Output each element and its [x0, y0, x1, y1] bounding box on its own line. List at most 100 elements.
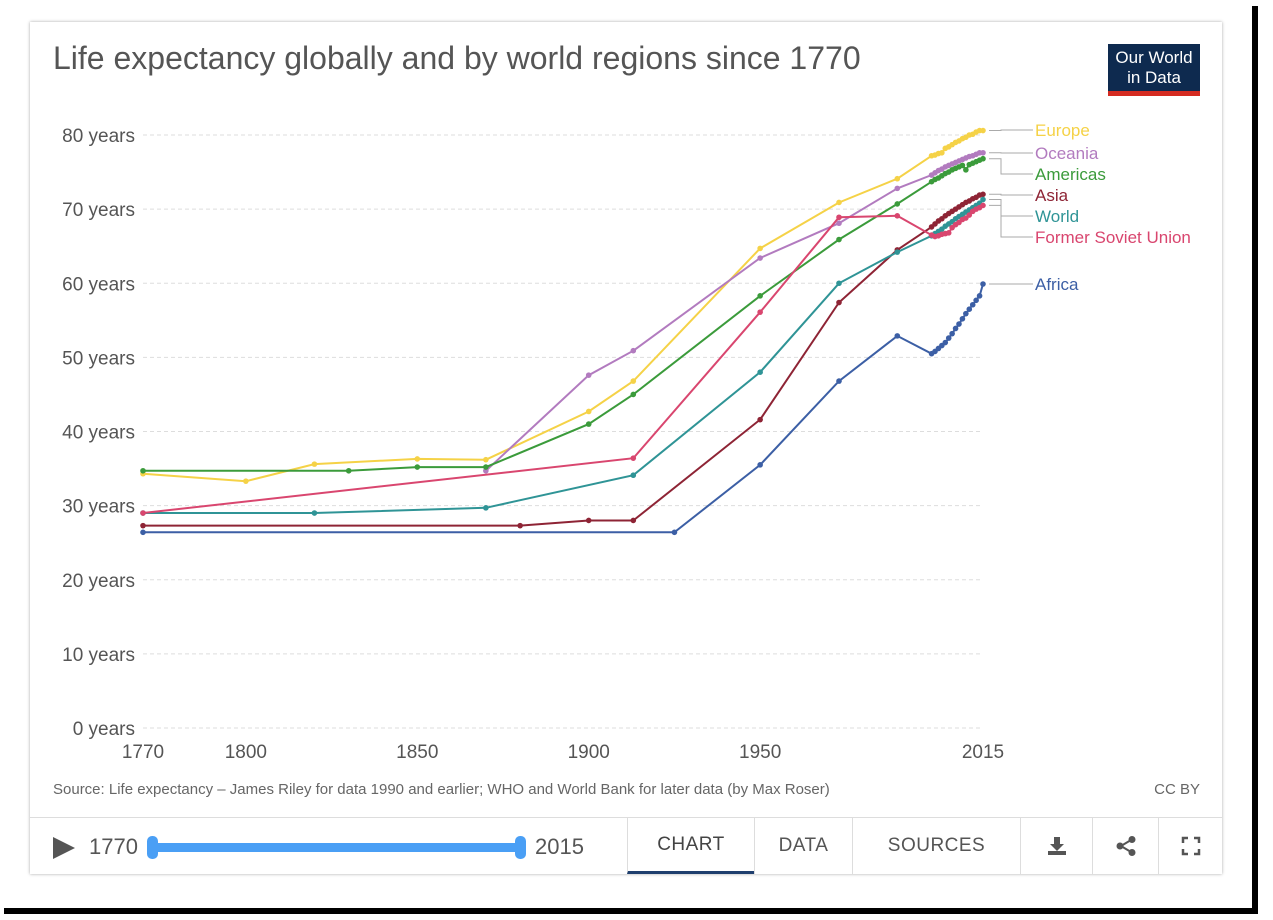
data-point[interactable] [630, 455, 637, 461]
data-point[interactable] [894, 175, 901, 182]
data-point[interactable] [949, 330, 955, 337]
legend-label[interactable]: World [1035, 207, 1079, 226]
tab-data[interactable]: DATA [754, 818, 852, 874]
fullscreen-button[interactable] [1158, 818, 1222, 874]
data-point[interactable] [757, 369, 763, 376]
data-point[interactable] [585, 517, 592, 524]
timeline-end-handle[interactable] [515, 836, 526, 859]
data-point[interactable] [945, 335, 952, 341]
data-point[interactable] [483, 464, 489, 470]
series-line[interactable] [485, 151, 983, 472]
line-chart: 0 years 10 years 20 years 30 years 40 years 5… [62, 121, 1191, 763]
data-point[interactable] [630, 472, 637, 479]
data-point[interactable] [140, 522, 146, 529]
data-point[interactable] [959, 316, 966, 322]
timeline-start-handle[interactable] [147, 836, 158, 859]
share-button[interactable] [1092, 818, 1158, 874]
download-button[interactable] [1020, 818, 1092, 874]
data-point[interactable] [345, 467, 352, 474]
license-link[interactable]: CC BY [1154, 781, 1200, 798]
data-point[interactable] [894, 249, 901, 255]
legend-label[interactable]: Asia [1035, 186, 1069, 205]
series-line[interactable] [142, 204, 984, 514]
legend-label[interactable]: Africa [1035, 275, 1079, 294]
data-point[interactable] [483, 505, 489, 511]
frame-shadow-right [1252, 6, 1258, 912]
legend-leader-line [989, 198, 1033, 217]
series-line[interactable] [143, 283, 984, 534]
data-point[interactable] [945, 230, 952, 236]
data-point[interactable] [585, 421, 592, 427]
data-point[interactable] [959, 162, 966, 169]
data-point[interactable] [939, 149, 945, 156]
legend-label[interactable]: Europe [1035, 121, 1090, 140]
data-point[interactable] [140, 467, 146, 474]
data-point[interactable] [630, 347, 637, 354]
data-point[interactable] [952, 325, 959, 332]
data-point[interactable] [585, 372, 592, 378]
data-point[interactable] [414, 456, 421, 462]
data-point[interactable] [630, 378, 637, 384]
data-point[interactable] [311, 510, 318, 516]
data-point[interactable] [585, 408, 592, 415]
x-tick-label: 1850 [396, 742, 438, 763]
data-point[interactable] [963, 167, 969, 173]
tab-sources[interactable]: SOURCES [852, 818, 1020, 874]
data-point[interactable] [630, 391, 637, 398]
data-point[interactable] [980, 149, 986, 156]
data-point[interactable] [836, 199, 842, 206]
timeline-slider[interactable] [153, 843, 520, 852]
data-point[interactable] [757, 462, 763, 468]
data-point[interactable] [140, 529, 146, 536]
data-point[interactable] [894, 212, 901, 219]
chart-card: Life expectancy globally and by world re… [30, 22, 1222, 874]
play-icon[interactable] [53, 837, 75, 859]
data-point[interactable] [942, 339, 949, 346]
data-point[interactable] [980, 281, 986, 287]
data-point[interactable] [836, 236, 842, 243]
data-point[interactable] [966, 212, 973, 218]
owid-logo[interactable]: Our World in Data [1108, 44, 1200, 96]
data-point[interactable] [836, 299, 842, 306]
data-point[interactable] [894, 333, 901, 339]
chart-title: Life expectancy globally and by world re… [53, 40, 861, 76]
chart-controls: 1770 2015 CHART DATA SOURCES [30, 817, 1222, 874]
data-point[interactable] [140, 510, 146, 516]
legend-label[interactable]: Oceania [1035, 144, 1099, 163]
data-point[interactable] [483, 456, 489, 463]
data-point[interactable] [969, 301, 976, 308]
data-point[interactable] [757, 255, 763, 261]
data-point[interactable] [836, 214, 842, 221]
data-point[interactable] [980, 202, 986, 209]
data-point[interactable] [671, 529, 678, 536]
data-point[interactable] [243, 478, 249, 484]
data-point[interactable] [836, 280, 842, 287]
data-point[interactable] [980, 127, 986, 134]
data-point[interactable] [980, 155, 986, 162]
data-point[interactable] [894, 185, 901, 192]
legend-label[interactable]: Americas [1035, 165, 1106, 184]
legend-leader-line [989, 129, 1033, 132]
data-point[interactable] [757, 416, 763, 423]
data-point[interactable] [757, 309, 763, 315]
data-point[interactable] [630, 517, 637, 524]
data-point[interactable] [517, 522, 523, 529]
tab-chart[interactable]: CHART [627, 818, 754, 874]
data-point[interactable] [311, 461, 318, 467]
y-tick-label: 0 years [73, 719, 135, 740]
data-point[interactable] [980, 191, 986, 198]
data-point[interactable] [973, 297, 979, 304]
data-point[interactable] [836, 378, 842, 384]
data-point[interactable] [966, 306, 973, 312]
data-point[interactable] [956, 321, 962, 327]
series-line[interactable] [142, 129, 983, 483]
data-point[interactable] [836, 220, 842, 227]
data-point[interactable] [414, 464, 421, 470]
data-point[interactable] [980, 196, 986, 203]
data-point[interactable] [894, 201, 901, 207]
data-point[interactable] [963, 310, 969, 317]
data-point[interactable] [976, 293, 983, 299]
data-point[interactable] [757, 293, 763, 299]
legend-label[interactable]: Former Soviet Union [1035, 228, 1191, 247]
data-point[interactable] [757, 245, 763, 252]
